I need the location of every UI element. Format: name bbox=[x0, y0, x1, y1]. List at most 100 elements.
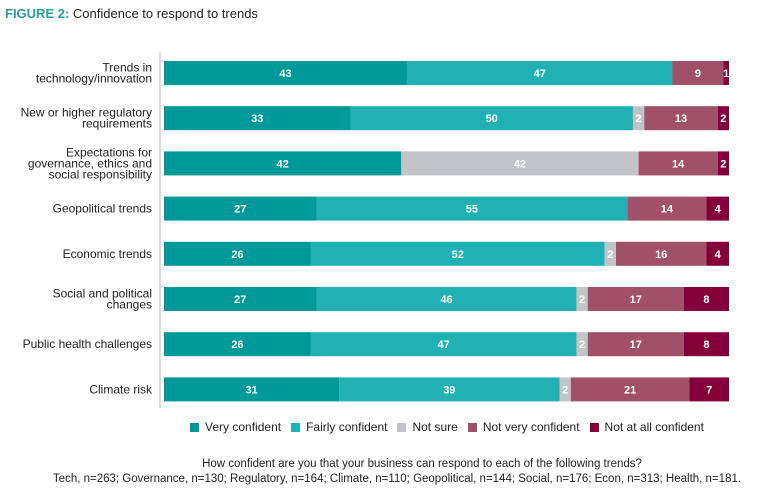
figure-title-text: Confidence to respond to trends bbox=[72, 6, 258, 21]
bar-segment-very-confident bbox=[164, 151, 402, 176]
data-label: 17 bbox=[630, 339, 642, 351]
bar-segment-not-at-all-confident bbox=[706, 241, 729, 266]
bar-segment-not-very-confident bbox=[587, 287, 684, 311]
category-label: Trends in technology/innovation bbox=[36, 61, 152, 86]
data-label: 55 bbox=[466, 204, 478, 216]
bar-segment-fairly-confident bbox=[316, 196, 628, 221]
data-label: 47 bbox=[534, 68, 546, 80]
bar-segment-very-confident bbox=[164, 377, 340, 402]
data-label: 26 bbox=[231, 249, 243, 261]
bar-segment-not-sure bbox=[401, 151, 639, 176]
bar-segment-fairly-confident bbox=[339, 377, 560, 402]
data-label: 7 bbox=[706, 384, 712, 396]
category-label: Social and political changes bbox=[53, 287, 152, 312]
data-label: 8 bbox=[703, 294, 709, 306]
legend-swatch bbox=[467, 423, 477, 432]
legend-swatch bbox=[397, 423, 407, 432]
data-label: 27 bbox=[234, 204, 246, 216]
data-label: 2 bbox=[720, 113, 726, 125]
bar-segment-fairly-confident bbox=[310, 241, 605, 266]
bar-segment-very-confident bbox=[164, 61, 407, 85]
legend-swatch bbox=[589, 423, 599, 432]
figure-number: FIGURE 2: bbox=[5, 6, 70, 21]
data-label: 46 bbox=[440, 294, 452, 306]
data-label: 2 bbox=[720, 158, 726, 170]
figure-title: FIGURE 2: Confidence to respond to trend… bbox=[5, 6, 258, 21]
bar-segment-not-at-all-confident bbox=[706, 196, 729, 221]
bar-segment-fairly-confident bbox=[310, 332, 577, 357]
data-label: 2 bbox=[579, 339, 585, 351]
legend-label: Very confident bbox=[205, 420, 282, 434]
bar-segment-not-sure bbox=[632, 106, 645, 131]
legend-label: Not very confident bbox=[482, 420, 580, 434]
category-label: Geopolitical trends bbox=[53, 202, 152, 216]
bar-segment-not-sure bbox=[576, 287, 588, 311]
bar-segment-very-confident bbox=[164, 241, 311, 266]
legend-label: Fairly confident bbox=[306, 420, 388, 434]
data-label: 43 bbox=[279, 68, 291, 80]
bar-segment-not-at-all-confident bbox=[683, 287, 729, 311]
legend-item: Very confident bbox=[190, 420, 281, 434]
legend: Very confident Fairly confident Not sure No… bbox=[0, 420, 764, 434]
data-label: 2 bbox=[636, 113, 642, 125]
bar-segment-not-very-confident bbox=[644, 106, 718, 131]
data-label: 33 bbox=[251, 113, 263, 125]
data-label: 14 bbox=[661, 204, 674, 216]
data-label: 39 bbox=[443, 384, 455, 396]
data-label: 9 bbox=[695, 68, 701, 80]
data-label: 27 bbox=[234, 294, 246, 306]
bar-segment-not-at-all-confident bbox=[717, 106, 729, 131]
category-label: Public health challenges bbox=[23, 337, 152, 351]
bar-segment-not-at-all-confident bbox=[717, 151, 729, 176]
bar-segment-very-confident bbox=[164, 332, 311, 357]
data-label: 1 bbox=[723, 68, 729, 80]
legend-label: Not sure bbox=[412, 420, 458, 434]
legend-item: Not sure bbox=[397, 420, 458, 434]
data-label: 13 bbox=[675, 113, 687, 125]
category-label: Climate risk bbox=[89, 382, 153, 396]
data-label: 47 bbox=[438, 339, 450, 351]
data-label: 21 bbox=[624, 384, 636, 396]
data-label: 2 bbox=[562, 384, 568, 396]
data-label: 31 bbox=[245, 384, 257, 396]
data-label: 42 bbox=[277, 158, 289, 170]
legend-item: Fairly confident bbox=[291, 420, 387, 434]
category-label: New or higher regulatory requirements bbox=[21, 106, 152, 131]
data-label: 4 bbox=[715, 204, 722, 216]
category-label: Economic trends bbox=[63, 247, 152, 261]
legend-item: Not very confident bbox=[467, 420, 580, 434]
legend-item: Not at all confident bbox=[589, 420, 704, 434]
bar-segment-fairly-confident bbox=[316, 287, 577, 311]
bar-segment-not-very-confident bbox=[638, 151, 718, 176]
data-label: 14 bbox=[672, 158, 685, 170]
bar-segment-not-very-confident bbox=[627, 196, 707, 221]
legend-swatch bbox=[291, 423, 301, 432]
bar-segment-not-very-confident bbox=[616, 241, 707, 266]
bar-segment-not-very-confident bbox=[570, 377, 690, 402]
bar-segment-not-sure bbox=[604, 241, 616, 266]
bar-segment-not-sure bbox=[576, 332, 588, 357]
bar-segment-very-confident bbox=[164, 106, 351, 131]
category-label: Expectations for governance, ethics and so… bbox=[28, 145, 152, 181]
category-labels: Trends in technology/innovation New or hig… bbox=[21, 61, 153, 397]
bar-segment-fairly-confident bbox=[350, 106, 633, 131]
bar-segment-not-at-all-confident bbox=[723, 61, 729, 85]
data-label: 26 bbox=[231, 339, 243, 351]
data-label: 52 bbox=[452, 249, 464, 261]
data-label: 4 bbox=[715, 249, 722, 261]
bar-segment-very-confident bbox=[164, 287, 317, 311]
bar-segment-very-confident bbox=[164, 196, 317, 221]
legend-label: Not at all confident bbox=[604, 420, 704, 434]
survey-question: How confident are you that your business… bbox=[202, 458, 642, 470]
bar-segment-not-sure bbox=[559, 377, 571, 402]
data-label: 16 bbox=[655, 249, 667, 261]
bar-segment-not-at-all-confident bbox=[683, 332, 729, 357]
data-label: 2 bbox=[579, 294, 585, 306]
data-label: 2 bbox=[607, 249, 613, 261]
bar-segment-not-at-all-confident bbox=[689, 377, 729, 402]
bar-segment-fairly-confident bbox=[406, 61, 673, 85]
sample-sizes: Tech, n=263; Governance, n=130; Regulato… bbox=[52, 473, 742, 485]
bar-segment-not-very-confident bbox=[587, 332, 684, 357]
data-label: 42 bbox=[514, 158, 526, 170]
data-label: 50 bbox=[486, 113, 498, 125]
